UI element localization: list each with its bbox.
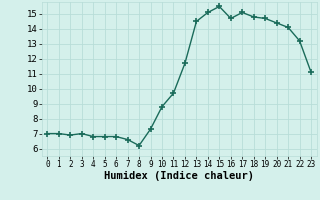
X-axis label: Humidex (Indice chaleur): Humidex (Indice chaleur) xyxy=(104,171,254,181)
